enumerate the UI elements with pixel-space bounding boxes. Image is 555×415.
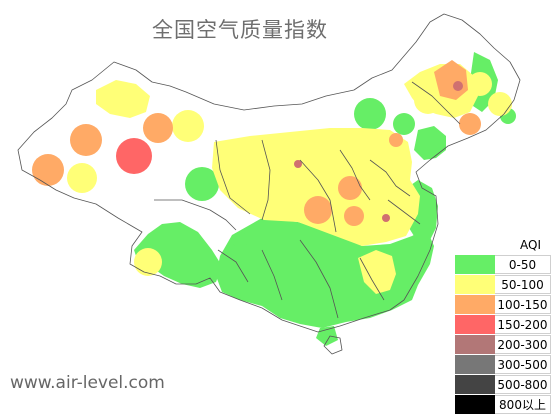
- legend-swatch: [455, 374, 495, 394]
- legend-item: 0-50: [455, 254, 551, 274]
- legend-swatch: [455, 254, 495, 274]
- legend-label: 200-300: [495, 334, 551, 354]
- region-aqi-good: [134, 52, 498, 346]
- region-aqi-sensitive: [32, 60, 481, 226]
- aqi-map: [17, 13, 521, 355]
- legend-item: 50-100: [455, 274, 551, 294]
- legend-swatch: [455, 334, 495, 354]
- legend-item: 200-300: [455, 334, 551, 354]
- legend-item: 150-200: [455, 314, 551, 334]
- legend-label: 500-800: [495, 374, 551, 394]
- legend-label: 100-150: [495, 294, 551, 314]
- legend-swatch: [455, 394, 495, 414]
- legend-label: 150-200: [495, 314, 551, 334]
- legend-item: 300-500: [455, 354, 551, 374]
- legend-label: 800以上: [495, 394, 551, 414]
- legend-swatch: [455, 354, 495, 374]
- legend-item: 100-150: [455, 294, 551, 314]
- legend-label: 0-50: [495, 254, 551, 274]
- legend-item: 500-800: [455, 374, 551, 394]
- legend-swatch: [455, 314, 495, 334]
- country-borders: [17, 13, 521, 355]
- map-title: 全国空气质量指数: [152, 18, 328, 42]
- legend-label: 300-500: [495, 354, 551, 374]
- legend-title: AQI: [520, 238, 541, 252]
- legend-item: 800以上: [455, 394, 551, 414]
- legend-swatch: [455, 294, 495, 314]
- legend-label: 50-100: [495, 274, 551, 294]
- aqi-legend: AQI 0-50 50-100 100-150 150-200 200-300 …: [455, 236, 551, 414]
- region-aqi-unhealthy: [116, 138, 152, 174]
- watermark: www.air-level.com: [10, 373, 165, 393]
- legend-swatch: [455, 274, 495, 294]
- region-aqi-very-unhealthy: [294, 81, 463, 222]
